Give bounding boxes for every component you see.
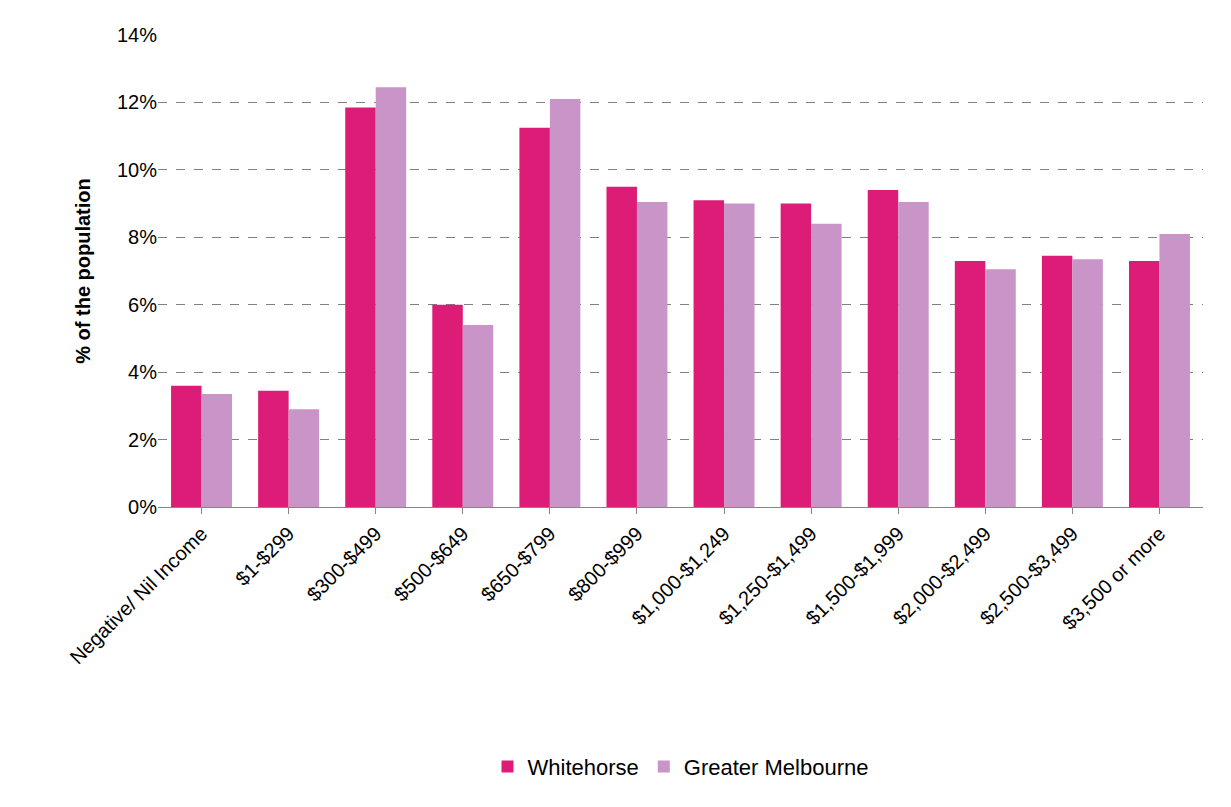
svg-text:$800-$999: $800-$999 bbox=[564, 522, 647, 605]
svg-text:Whitehorse: Whitehorse bbox=[528, 755, 639, 780]
svg-text:0%: 0% bbox=[128, 496, 157, 518]
svg-text:12%: 12% bbox=[117, 91, 157, 113]
svg-text:6%: 6% bbox=[128, 294, 157, 316]
svg-text:10%: 10% bbox=[117, 159, 157, 181]
svg-text:$3,500 or more: $3,500 or more bbox=[1058, 522, 1169, 633]
svg-text:4%: 4% bbox=[128, 361, 157, 383]
svg-text:$300-$499: $300-$499 bbox=[302, 522, 385, 605]
svg-text:$2,500-$3,499: $2,500-$3,499 bbox=[975, 522, 1082, 629]
svg-text:14%: 14% bbox=[117, 24, 157, 46]
svg-text:$1,000-$1,249: $1,000-$1,249 bbox=[627, 522, 734, 629]
svg-text:% of the population: % of the population bbox=[72, 178, 94, 364]
svg-text:$500-$649: $500-$649 bbox=[389, 522, 472, 605]
svg-text:Negative/ Nil Income: Negative/ Nil Income bbox=[65, 522, 211, 668]
svg-text:8%: 8% bbox=[128, 226, 157, 248]
svg-text:$1,500-$1,999: $1,500-$1,999 bbox=[801, 522, 908, 629]
svg-text:$1-$299: $1-$299 bbox=[231, 522, 298, 589]
svg-text:$1,250-$1,499: $1,250-$1,499 bbox=[714, 522, 821, 629]
svg-text:Greater Melbourne: Greater Melbourne bbox=[684, 755, 869, 780]
svg-text:$650-$799: $650-$799 bbox=[477, 522, 560, 605]
svg-text:2%: 2% bbox=[128, 429, 157, 451]
svg-text:$2,000-$2,499: $2,000-$2,499 bbox=[888, 522, 995, 629]
